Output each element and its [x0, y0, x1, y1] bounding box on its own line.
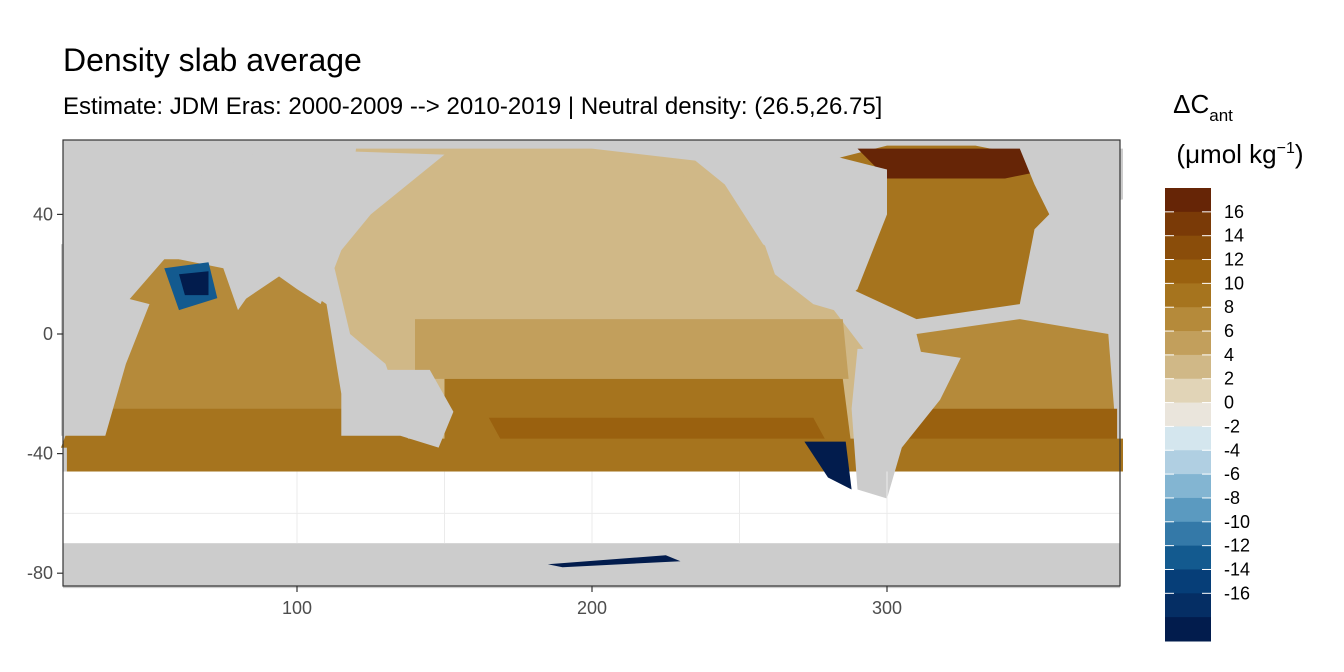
legend-title: ΔCant	[1173, 89, 1233, 125]
colorbar-step	[1165, 354, 1211, 380]
y-tick-label: 40	[33, 204, 53, 224]
colorbar-step	[1165, 569, 1211, 594]
colorbar-label: 14	[1224, 226, 1244, 246]
anomaly-chile	[804, 441, 852, 490]
colorbar-label: -2	[1224, 416, 1240, 436]
colorbar-label: -6	[1224, 464, 1240, 484]
colorbar-step	[1165, 307, 1211, 332]
x-tick-label: 300	[872, 598, 902, 618]
land-africa	[61, 238, 150, 436]
colorbar-step	[1165, 617, 1211, 642]
colorbar-step	[1165, 378, 1211, 404]
colorbar-step	[1165, 331, 1211, 356]
colorbar-label: 12	[1224, 250, 1244, 270]
legend-unit-sup: −1	[1277, 140, 1295, 157]
land-south-america	[851, 348, 961, 499]
colorbar-label: -16	[1224, 583, 1250, 603]
colorbar-label: -4	[1224, 440, 1240, 460]
colorbar-step	[1165, 521, 1211, 547]
x-tick-label: 200	[577, 598, 607, 618]
colorbar-label: 10	[1224, 273, 1244, 293]
legend-title-main: ΔC	[1173, 89, 1209, 119]
colorbar-label: 2	[1224, 369, 1234, 389]
colorbar-label: 0	[1224, 393, 1234, 413]
y-tick-label: 0	[43, 324, 53, 344]
land-australia	[341, 369, 454, 448]
colorbar-label: -14	[1224, 559, 1250, 579]
colorbar-step	[1165, 402, 1211, 427]
y-tick-label: -80	[27, 563, 53, 583]
colorbar-label: 4	[1224, 345, 1234, 365]
colorbar-label: -10	[1224, 512, 1250, 532]
land-north-america	[754, 154, 887, 311]
colorbar-label: 6	[1224, 321, 1234, 341]
chart-title: Density slab average	[63, 42, 362, 78]
ocean-pacific-tropical	[415, 319, 849, 379]
x-tick-label: 100	[282, 598, 312, 618]
y-tick-label: -40	[27, 444, 53, 464]
colorbar-step	[1165, 474, 1211, 499]
ocean-atlantic-south-band	[901, 408, 1118, 448]
anomaly-ross-sea	[547, 555, 681, 568]
anomaly-arabian-core	[179, 271, 209, 296]
ocean-pacific-north	[429, 160, 716, 200]
land-asia	[179, 148, 445, 311]
colorbar-label: 16	[1224, 202, 1244, 222]
land-europe	[1019, 148, 1123, 215]
legend-title-sub: ant	[1209, 106, 1233, 125]
colorbar-step	[1165, 283, 1211, 308]
legend-unit-open: (μmol kg	[1176, 139, 1276, 169]
map-panel	[61, 140, 1123, 589]
colorbar-step	[1165, 188, 1211, 213]
ocean-indian-south	[61, 408, 415, 448]
chart-subtitle: Estimate: JDM Eras: 2000-2009 --> 2010-2…	[63, 93, 883, 120]
colorbar-label: -12	[1224, 536, 1250, 556]
colorbar-step	[1165, 545, 1211, 570]
colorbar-step	[1165, 211, 1211, 237]
legend-unit: (μmol kg−1)	[1176, 139, 1303, 169]
ocean-atlantic-subpolar	[857, 148, 1050, 179]
colorbar-step	[1165, 593, 1211, 618]
ocean-southern-band	[66, 438, 1123, 472]
colorbar-label: 8	[1224, 297, 1234, 317]
legend-unit-close: )	[1295, 139, 1304, 169]
colorbar-label: -8	[1224, 488, 1240, 508]
ocean-pacific-band	[488, 417, 828, 445]
ocean-indian	[61, 259, 415, 448]
colorbar-step	[1165, 235, 1211, 261]
colorbar-step	[1165, 426, 1211, 451]
colorbar-step	[1165, 259, 1211, 284]
colorbar-step	[1165, 450, 1211, 475]
colorbar-step	[1165, 497, 1211, 523]
colorbar-legend: ΔCant (μmol kg−1) 16 14 12 10 8 6 4 2 0 -2 -4 -6 -8 -…	[1165, 89, 1304, 642]
